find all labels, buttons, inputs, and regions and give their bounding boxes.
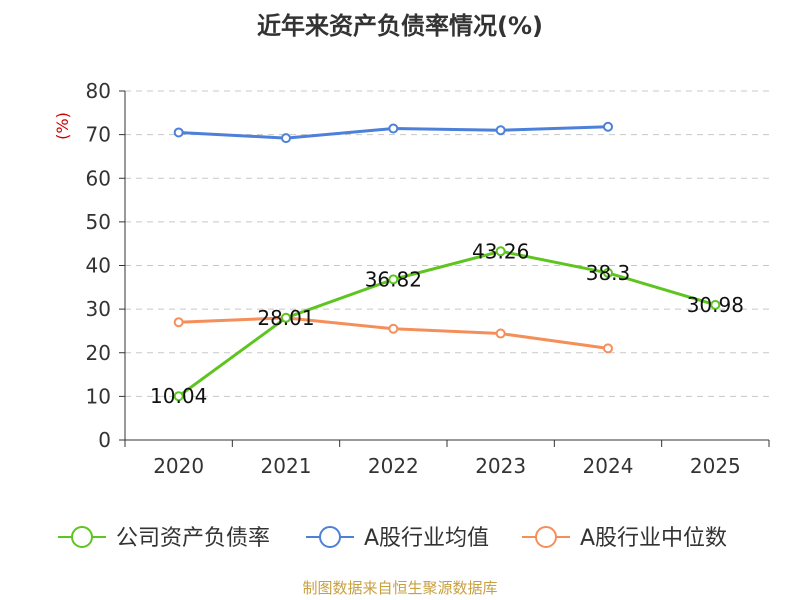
y-tick-label: 0 — [98, 428, 111, 452]
y-tick-label: 20 — [86, 341, 111, 365]
series-1-point — [173, 127, 184, 138]
x-axis-ticks: 2020 2021 2022 2023 2024 2025 — [153, 454, 741, 478]
legend-item-1: A股行业均值 — [306, 526, 489, 551]
y-tick-label: 40 — [86, 254, 111, 278]
legend-marker — [71, 526, 93, 548]
x-tick-label: 2024 — [583, 454, 634, 478]
y-tick-label: 30 — [86, 297, 111, 321]
series-0-point — [173, 391, 184, 402]
y-tick-label: 80 — [86, 79, 111, 103]
series-2-point — [388, 323, 399, 334]
series-2-point — [603, 343, 613, 354]
legend-label: 公司资产负债率 — [116, 526, 270, 551]
y-tick-label: 70 — [86, 123, 111, 147]
series-1-point — [603, 121, 613, 132]
data-label: 10.04 — [150, 384, 207, 408]
series-1-point — [495, 125, 506, 136]
data-label: 30.98 — [687, 293, 744, 317]
chart-title: 近年来资产负债率情况(%) — [257, 12, 543, 40]
x-tick-label: 2025 — [690, 454, 741, 478]
data-labels: 10.04 28.01 36.82 43.26 38.3 30.98 — [150, 239, 744, 408]
series-0-point — [603, 267, 613, 278]
x-tick-label: 2021 — [261, 454, 312, 478]
x-tick-label: 2022 — [368, 454, 419, 478]
grid-lines — [125, 90, 769, 397]
legend-item-0: 公司资产负债率 — [58, 526, 270, 551]
series-1-point — [281, 133, 291, 144]
series-2-point — [495, 328, 506, 339]
data-label: 36.82 — [365, 267, 422, 291]
axes — [119, 90, 770, 447]
x-tick-label: 2023 — [475, 454, 526, 478]
y-tick-label: 10 — [86, 384, 111, 408]
source-note: 制图数据来自恒生聚源数据库 — [302, 579, 497, 597]
legend-label: A股行业均值 — [364, 526, 489, 551]
data-label: 28.01 — [257, 306, 314, 330]
series-0-point — [710, 299, 721, 310]
legend-marker — [319, 526, 341, 548]
legend-item-2: A股行业中位数 — [522, 526, 727, 551]
y-axis-ticks: 0 10 20 30 40 50 60 70 80 — [86, 79, 111, 452]
legend: 公司资产负债率 A股行业均值 A股行业中位数 — [58, 526, 727, 551]
data-label: 38.3 — [586, 261, 631, 285]
series-0-point — [495, 246, 506, 257]
legend-label: A股行业中位数 — [580, 526, 727, 551]
series-line-0 — [177, 249, 716, 398]
y-tick-label: 50 — [86, 210, 111, 234]
series-0-point — [281, 312, 291, 323]
x-tick-label: 2020 — [153, 454, 204, 478]
y-tick-label: 60 — [86, 166, 111, 190]
series-1-point — [388, 123, 399, 134]
series-2-point — [173, 317, 184, 328]
data-label: 43.26 — [472, 239, 529, 263]
series-group — [173, 121, 721, 402]
y-axis-unit: (%) — [53, 112, 72, 140]
series-0-point — [388, 274, 399, 285]
legend-marker — [535, 526, 557, 548]
